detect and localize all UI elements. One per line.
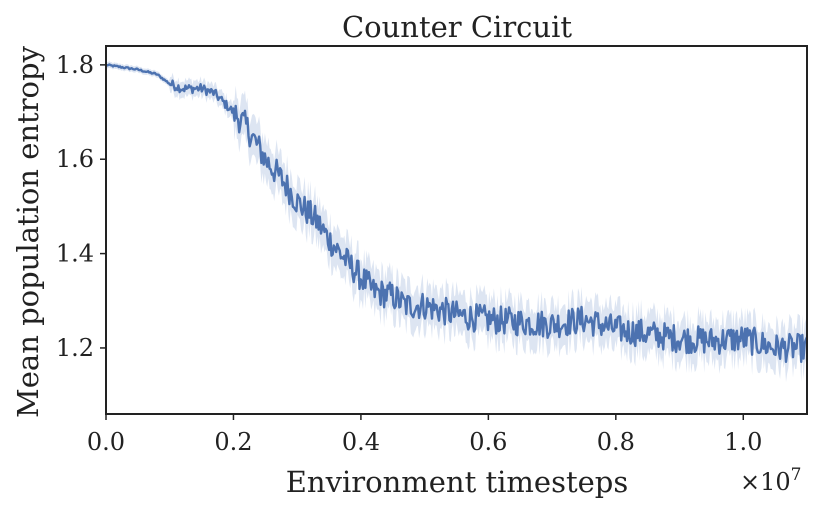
plot-area xyxy=(105,61,809,383)
y-tick-label: 1.2 xyxy=(56,334,94,362)
y-tick-label: 1.6 xyxy=(56,145,94,173)
x-tick-label: 0.2 xyxy=(214,428,252,456)
y-tick-label: 1.4 xyxy=(56,240,94,268)
x-scale-base: ×10 xyxy=(740,468,791,496)
x-tick-label: 0.0 xyxy=(87,428,125,456)
y-tick-label: 1.8 xyxy=(56,51,94,79)
x-axis-label: Environment timesteps xyxy=(286,465,628,499)
x-tick-label: 1.0 xyxy=(724,428,762,456)
series-line xyxy=(105,63,809,363)
y-axis-ticks: 1.2 1.4 1.6 1.8 xyxy=(56,51,106,362)
x-scale-exponent: 7 xyxy=(791,465,802,485)
confidence-band xyxy=(106,61,807,383)
x-axis-scale-factor: ×107 xyxy=(740,465,801,496)
chart-title: Counter Circuit xyxy=(342,10,572,44)
x-axis-ticks: 0.0 0.2 0.4 0.6 0.8 1.0 xyxy=(87,414,762,456)
x-tick-label: 0.8 xyxy=(597,428,635,456)
x-tick-label: 0.4 xyxy=(342,428,380,456)
y-axis-label: Mean population entropy xyxy=(11,45,45,418)
axes-frame xyxy=(105,45,808,415)
x-tick-label: 0.6 xyxy=(469,428,507,456)
